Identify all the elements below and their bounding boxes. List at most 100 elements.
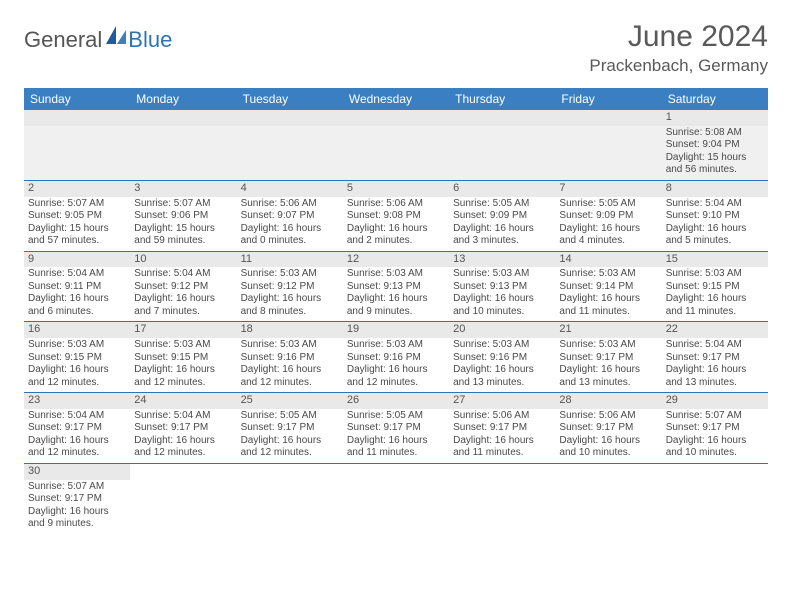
- day-number: 12: [343, 252, 449, 268]
- sunset-text: Sunset: 9:11 PM: [28, 281, 126, 294]
- daylight-text: Daylight: 16 hours and 13 minutes.: [453, 364, 551, 389]
- sunset-text: Sunset: 9:04 PM: [666, 139, 764, 152]
- day-number: 26: [343, 393, 449, 409]
- sunset-text: Sunset: 9:15 PM: [28, 352, 126, 365]
- sunset-text: Sunset: 9:05 PM: [28, 210, 126, 223]
- daylight-text: Daylight: 16 hours and 4 minutes.: [559, 223, 657, 248]
- calendar-cell: 20Sunrise: 5:03 AMSunset: 9:16 PMDayligh…: [449, 322, 555, 393]
- day-number: 25: [237, 393, 343, 409]
- sunrise-text: Sunrise: 5:04 AM: [134, 410, 232, 423]
- calendar-cell: [555, 110, 661, 180]
- sunset-text: Sunset: 9:17 PM: [241, 422, 339, 435]
- daylight-text: Daylight: 16 hours and 10 minutes.: [666, 435, 764, 460]
- calendar-cell: [24, 110, 130, 180]
- sunrise-text: Sunrise: 5:07 AM: [666, 410, 764, 423]
- sunrise-text: Sunrise: 5:03 AM: [347, 268, 445, 281]
- daylight-text: Daylight: 16 hours and 13 minutes.: [559, 364, 657, 389]
- day-number: 3: [130, 181, 236, 197]
- daylight-text: Daylight: 16 hours and 12 minutes.: [241, 364, 339, 389]
- day-number: 29: [662, 393, 768, 409]
- calendar-cell: 2Sunrise: 5:07 AMSunset: 9:05 PMDaylight…: [24, 180, 130, 251]
- daylight-text: Daylight: 16 hours and 11 minutes.: [559, 293, 657, 318]
- daylight-text: Daylight: 16 hours and 13 minutes.: [666, 364, 764, 389]
- calendar-cell: 15Sunrise: 5:03 AMSunset: 9:15 PMDayligh…: [662, 251, 768, 322]
- day-number: 22: [662, 322, 768, 338]
- calendar-cell: 7Sunrise: 5:05 AMSunset: 9:09 PMDaylight…: [555, 180, 661, 251]
- calendar-cell: 26Sunrise: 5:05 AMSunset: 9:17 PMDayligh…: [343, 393, 449, 464]
- daylight-text: Daylight: 16 hours and 9 minutes.: [347, 293, 445, 318]
- sunrise-text: Sunrise: 5:03 AM: [666, 268, 764, 281]
- sunset-text: Sunset: 9:06 PM: [134, 210, 232, 223]
- day-number: 1: [662, 110, 768, 126]
- sunset-text: Sunset: 9:17 PM: [559, 422, 657, 435]
- calendar-cell: 1Sunrise: 5:08 AMSunset: 9:04 PMDaylight…: [662, 110, 768, 180]
- sunset-text: Sunset: 9:17 PM: [347, 422, 445, 435]
- calendar-cell: 22Sunrise: 5:04 AMSunset: 9:17 PMDayligh…: [662, 322, 768, 393]
- sunrise-text: Sunrise: 5:03 AM: [28, 339, 126, 352]
- sunrise-text: Sunrise: 5:03 AM: [453, 268, 551, 281]
- day-header: Tuesday: [237, 88, 343, 110]
- sunset-text: Sunset: 9:17 PM: [28, 422, 126, 435]
- day-number: 7: [555, 181, 661, 197]
- day-number: 9: [24, 252, 130, 268]
- daylight-text: Daylight: 16 hours and 8 minutes.: [241, 293, 339, 318]
- calendar-cell: [343, 463, 449, 533]
- calendar-cell: 11Sunrise: 5:03 AMSunset: 9:12 PMDayligh…: [237, 251, 343, 322]
- sunset-text: Sunset: 9:12 PM: [134, 281, 232, 294]
- calendar-cell: 10Sunrise: 5:04 AMSunset: 9:12 PMDayligh…: [130, 251, 236, 322]
- sunset-text: Sunset: 9:16 PM: [241, 352, 339, 365]
- daylight-text: Daylight: 16 hours and 11 minutes.: [666, 293, 764, 318]
- daylight-text: Daylight: 16 hours and 2 minutes.: [347, 223, 445, 248]
- sunrise-text: Sunrise: 5:05 AM: [347, 410, 445, 423]
- sunrise-text: Sunrise: 5:07 AM: [28, 198, 126, 211]
- day-number-empty: [449, 110, 555, 126]
- day-number: 21: [555, 322, 661, 338]
- daylight-text: Daylight: 16 hours and 0 minutes.: [241, 223, 339, 248]
- day-number-empty: [237, 110, 343, 126]
- day-number-empty: [24, 110, 130, 126]
- sunrise-text: Sunrise: 5:05 AM: [241, 410, 339, 423]
- calendar-cell: 4Sunrise: 5:06 AMSunset: 9:07 PMDaylight…: [237, 180, 343, 251]
- logo: General Blue: [24, 26, 172, 53]
- day-number: 13: [449, 252, 555, 268]
- calendar-cell: 23Sunrise: 5:04 AMSunset: 9:17 PMDayligh…: [24, 393, 130, 464]
- sunset-text: Sunset: 9:14 PM: [559, 281, 657, 294]
- daylight-text: Daylight: 16 hours and 10 minutes.: [453, 293, 551, 318]
- sunset-text: Sunset: 9:12 PM: [241, 281, 339, 294]
- sunrise-text: Sunrise: 5:03 AM: [347, 339, 445, 352]
- calendar-cell: 9Sunrise: 5:04 AMSunset: 9:11 PMDaylight…: [24, 251, 130, 322]
- calendar-cell: 19Sunrise: 5:03 AMSunset: 9:16 PMDayligh…: [343, 322, 449, 393]
- sunrise-text: Sunrise: 5:04 AM: [666, 339, 764, 352]
- day-number: 20: [449, 322, 555, 338]
- sunset-text: Sunset: 9:16 PM: [347, 352, 445, 365]
- sunrise-text: Sunrise: 5:03 AM: [453, 339, 551, 352]
- day-header: Thursday: [449, 88, 555, 110]
- sunset-text: Sunset: 9:17 PM: [134, 422, 232, 435]
- month-title: June 2024: [589, 20, 768, 54]
- day-number: 5: [343, 181, 449, 197]
- day-header: Saturday: [662, 88, 768, 110]
- day-number-empty: [555, 110, 661, 126]
- day-number: 8: [662, 181, 768, 197]
- sunset-text: Sunset: 9:09 PM: [453, 210, 551, 223]
- sunset-text: Sunset: 9:13 PM: [453, 281, 551, 294]
- page-header: General Blue June 2024 Prackenbach, Germ…: [24, 20, 768, 76]
- daylight-text: Daylight: 16 hours and 3 minutes.: [453, 223, 551, 248]
- day-number-empty: [130, 110, 236, 126]
- sunrise-text: Sunrise: 5:03 AM: [241, 268, 339, 281]
- calendar-cell: [343, 110, 449, 180]
- daylight-text: Daylight: 16 hours and 10 minutes.: [559, 435, 657, 460]
- sunset-text: Sunset: 9:17 PM: [453, 422, 551, 435]
- daylight-text: Daylight: 16 hours and 11 minutes.: [453, 435, 551, 460]
- calendar-week-row: 30Sunrise: 5:07 AMSunset: 9:17 PMDayligh…: [24, 463, 768, 533]
- sunrise-text: Sunrise: 5:03 AM: [134, 339, 232, 352]
- sunset-text: Sunset: 9:15 PM: [666, 281, 764, 294]
- calendar-cell: [237, 110, 343, 180]
- day-number: 15: [662, 252, 768, 268]
- daylight-text: Daylight: 16 hours and 12 minutes.: [134, 435, 232, 460]
- calendar-cell: 24Sunrise: 5:04 AMSunset: 9:17 PMDayligh…: [130, 393, 236, 464]
- day-number: 17: [130, 322, 236, 338]
- calendar-week-row: 23Sunrise: 5:04 AMSunset: 9:17 PMDayligh…: [24, 393, 768, 464]
- sunrise-text: Sunrise: 5:06 AM: [453, 410, 551, 423]
- sunrise-text: Sunrise: 5:04 AM: [28, 410, 126, 423]
